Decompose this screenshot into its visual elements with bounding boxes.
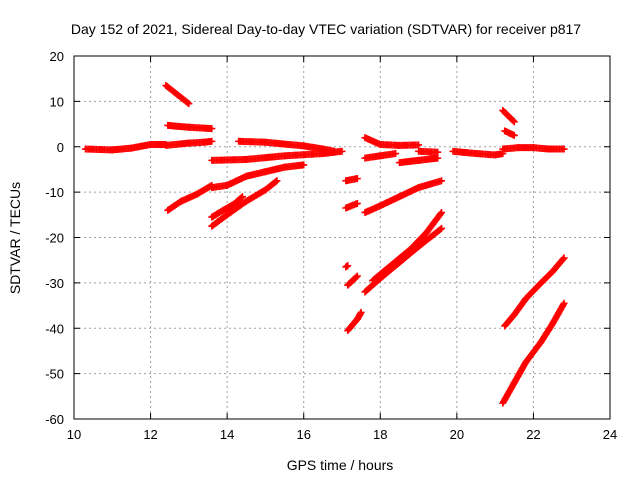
y-tick-label: 0 bbox=[57, 140, 64, 155]
y-tick-label: -10 bbox=[45, 185, 64, 200]
y-tick-label: -40 bbox=[45, 321, 64, 336]
data-point bbox=[438, 209, 446, 217]
data-point bbox=[208, 137, 216, 145]
data-point bbox=[238, 193, 246, 201]
data-point bbox=[237, 194, 245, 202]
data-segment bbox=[164, 121, 216, 133]
y-tick-label: -60 bbox=[45, 412, 64, 427]
data-point bbox=[438, 177, 446, 185]
data-point bbox=[208, 125, 216, 133]
data-segment bbox=[361, 224, 446, 296]
x-tick-label: 20 bbox=[450, 427, 464, 442]
data-point bbox=[434, 154, 442, 162]
data-segment bbox=[499, 144, 568, 153]
data-series bbox=[81, 81, 568, 407]
data-point bbox=[330, 147, 338, 155]
data-segment bbox=[208, 161, 308, 192]
data-point bbox=[357, 308, 365, 316]
data-point bbox=[185, 100, 193, 108]
data-segment bbox=[208, 177, 281, 230]
data-segment bbox=[342, 262, 352, 271]
data-segment bbox=[499, 106, 518, 126]
y-axis-label: SDTVAR / TECUs bbox=[7, 182, 23, 294]
y-tick-label: 20 bbox=[50, 49, 64, 64]
data-point bbox=[560, 254, 568, 262]
data-point bbox=[434, 148, 442, 156]
data-point bbox=[436, 225, 444, 233]
grid bbox=[74, 56, 610, 419]
data-point bbox=[510, 118, 518, 126]
y-tick-label: -30 bbox=[45, 276, 64, 291]
data-segment bbox=[342, 175, 361, 185]
data-point bbox=[338, 147, 346, 155]
data-segment bbox=[344, 272, 361, 289]
data-segment bbox=[361, 177, 446, 217]
x-tick-label: 14 bbox=[220, 427, 234, 442]
data-point bbox=[510, 131, 518, 139]
data-point bbox=[344, 262, 352, 270]
data-segment bbox=[81, 140, 170, 154]
data-point bbox=[273, 177, 281, 185]
data-point bbox=[184, 99, 192, 107]
y-tick-label: -50 bbox=[45, 367, 64, 382]
data-point bbox=[437, 210, 445, 218]
data-point bbox=[352, 273, 360, 281]
axis-ticks: 10 12 14 16 18 20 22 24 -60 -50 -40 -30 -20 -10 0 10 20 bbox=[45, 49, 617, 442]
data-segment bbox=[369, 209, 446, 285]
data-segment bbox=[395, 154, 442, 167]
data-point bbox=[560, 145, 568, 153]
data-segment bbox=[499, 299, 568, 407]
x-tick-label: 18 bbox=[373, 427, 387, 442]
data-point bbox=[560, 299, 568, 307]
data-segment bbox=[449, 147, 507, 159]
x-tick-label: 22 bbox=[526, 427, 540, 442]
data-segment bbox=[501, 254, 568, 330]
x-tick-label: 10 bbox=[67, 427, 81, 442]
data-segment bbox=[361, 134, 423, 149]
data-segment bbox=[415, 147, 442, 156]
data-segment bbox=[164, 181, 216, 214]
data-point bbox=[353, 175, 361, 183]
x-tick-label: 24 bbox=[603, 427, 617, 442]
data-segment bbox=[344, 308, 365, 335]
data-point bbox=[415, 141, 423, 149]
data-point bbox=[392, 150, 400, 158]
x-tick-label: 12 bbox=[143, 427, 157, 442]
data-segment bbox=[162, 137, 216, 149]
data-point bbox=[559, 255, 567, 263]
x-tick-label: 16 bbox=[296, 427, 310, 442]
y-tick-label: 10 bbox=[50, 94, 64, 109]
chart-title: Day 152 of 2021, Sidereal Day-to-day VTE… bbox=[71, 21, 581, 37]
data-point bbox=[353, 272, 361, 280]
data-point bbox=[300, 161, 308, 169]
y-tick-label: -20 bbox=[45, 231, 64, 246]
plot-frame bbox=[73, 55, 611, 420]
data-point bbox=[272, 178, 280, 186]
data-segment bbox=[361, 150, 400, 162]
data-segment bbox=[235, 137, 338, 155]
data-point bbox=[509, 117, 517, 125]
data-segment bbox=[208, 193, 246, 221]
data-point bbox=[353, 199, 361, 207]
data-point bbox=[438, 224, 446, 232]
x-axis-label: GPS time / hours bbox=[287, 457, 394, 473]
data-segment bbox=[342, 199, 361, 212]
data-segment bbox=[501, 127, 518, 139]
data-segment bbox=[162, 81, 193, 108]
